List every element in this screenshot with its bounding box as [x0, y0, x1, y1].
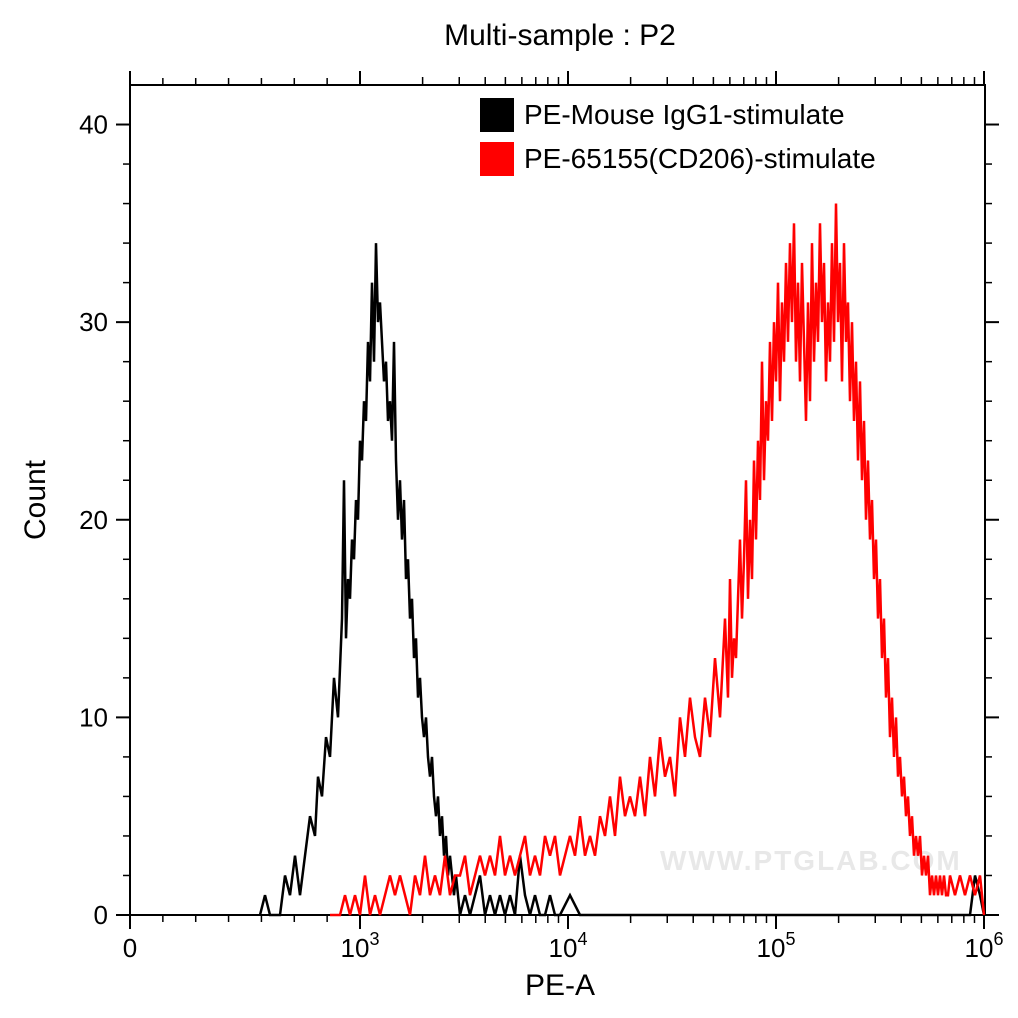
legend-swatch: [480, 142, 514, 176]
legend-label: PE-Mouse IgG1-stimulate: [524, 99, 845, 130]
y-tick-label: 10: [79, 702, 108, 732]
chart-title: Multi-sample : P2: [444, 19, 676, 52]
x-tick-label: 105: [757, 929, 796, 963]
y-tick-label: 0: [94, 900, 108, 930]
legend-swatch: [480, 98, 514, 132]
series-black: [260, 243, 984, 915]
legend-label: PE-65155(CD206)-stimulate: [524, 143, 876, 174]
x-tick-label: 104: [549, 929, 588, 963]
chart-svg: Multi-sample : P2 WWW.PTGLAB.COM 0102030…: [0, 0, 1018, 1018]
x-axis-label: PE-A: [525, 969, 595, 1002]
y-tick-label: 30: [79, 307, 108, 337]
plot-frame: [130, 85, 985, 915]
y-tick-label: 20: [79, 505, 108, 535]
y-tick-label: 40: [79, 110, 108, 140]
legend: PE-Mouse IgG1-stimulate PE-65155(CD206)-s…: [480, 98, 876, 176]
x-tick-label: 103: [341, 929, 380, 963]
series-red: [330, 204, 984, 915]
y-axis-label: Count: [19, 459, 52, 540]
y-axis-ticks: 0 10 20 30 40: [79, 110, 999, 930]
x-tick-label: 106: [965, 929, 1004, 963]
chart-container: Multi-sample : P2 WWW.PTGLAB.COM 0102030…: [0, 0, 1018, 1018]
x-tick-label: 0: [123, 933, 137, 963]
series-group: [260, 204, 984, 915]
